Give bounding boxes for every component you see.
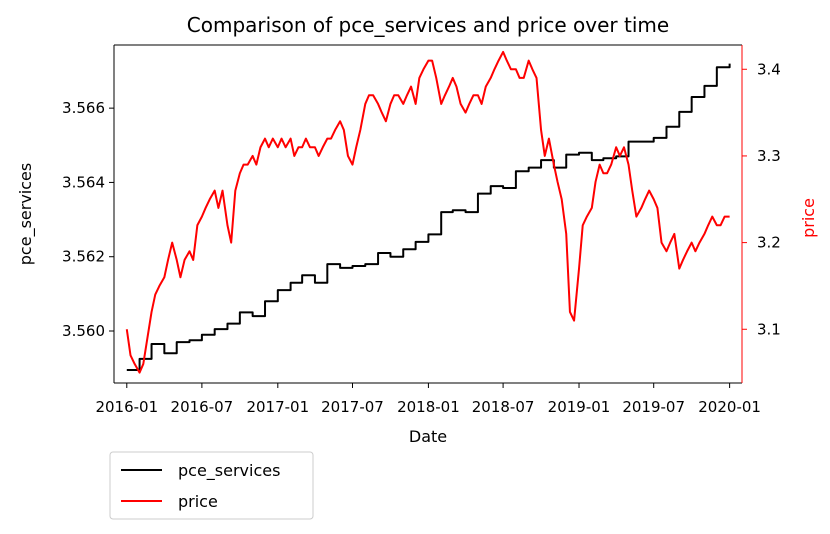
left-tick-label: 3.560 xyxy=(62,322,105,340)
legend-label-pce-services: pce_services xyxy=(178,461,280,481)
right-tick-label: 3.1 xyxy=(757,320,781,338)
left-tick-label: 3.566 xyxy=(62,99,105,117)
x-axis-ticks: 2016-01 2016-07 2017-01 2017-07 2018-01 2018-… xyxy=(95,383,761,416)
x-tick-label: 2016-07 xyxy=(171,398,234,416)
x-tick-label: 2017-01 xyxy=(246,398,309,416)
left-tick-label: 3.564 xyxy=(62,173,105,191)
x-tick-label: 2016-01 xyxy=(95,398,158,416)
x-tick-label: 2018-01 xyxy=(397,398,460,416)
series-line-price xyxy=(125,50,730,374)
right-tick-label: 3.2 xyxy=(757,234,781,252)
x-axis-label: Date xyxy=(409,427,447,446)
right-tick-label: 3.4 xyxy=(757,60,781,78)
x-tick-label: 2017-07 xyxy=(321,398,384,416)
left-axis-label: pce_services xyxy=(16,163,36,265)
x-tick-label: 2019-01 xyxy=(548,398,611,416)
series-layer xyxy=(125,50,731,374)
legend-frame xyxy=(109,451,314,520)
legend-label-price: price xyxy=(178,492,218,511)
left-axis-ticks: 3.560 3.562 3.564 3.566 xyxy=(62,99,114,340)
left-tick-label: 3.562 xyxy=(62,248,105,266)
x-tick-label: 2019-07 xyxy=(622,398,685,416)
series-line-pce-services xyxy=(126,63,731,371)
legend: pce_services price xyxy=(109,451,314,520)
chart-title: Comparison of pce_services and price ove… xyxy=(187,13,669,37)
x-tick-label: 2020-01 xyxy=(698,398,761,416)
x-tick-label: 2018-07 xyxy=(472,398,535,416)
plot-area xyxy=(114,45,742,383)
right-axis-label: price xyxy=(799,198,818,238)
right-tick-label: 3.3 xyxy=(757,147,781,165)
right-axis-ticks: 3.1 3.2 3.3 3.4 xyxy=(742,60,781,338)
